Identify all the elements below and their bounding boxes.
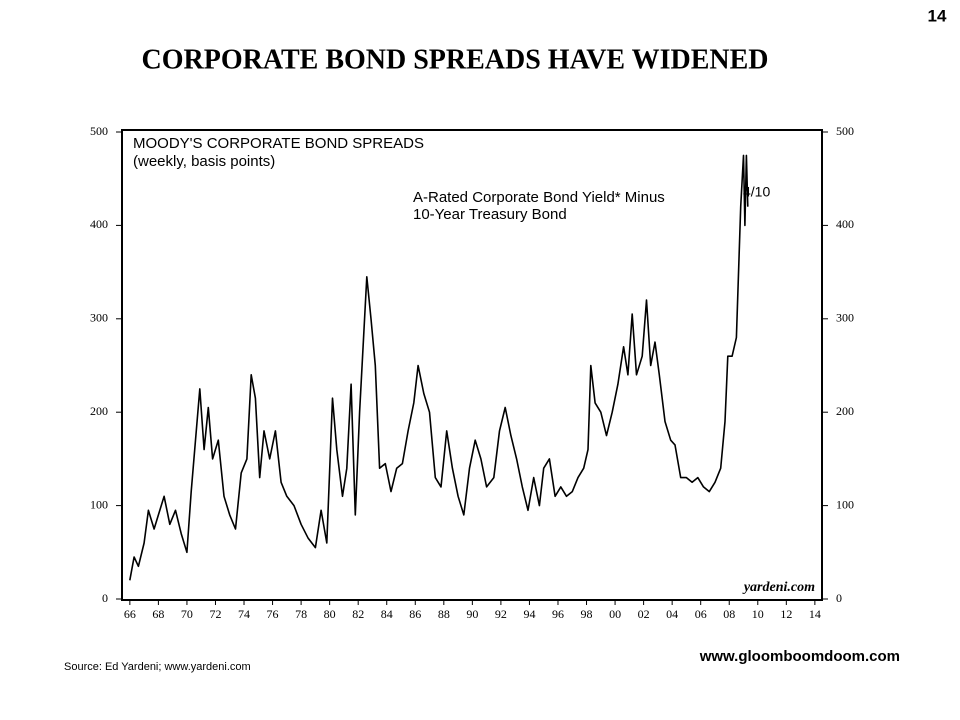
x-tick-label: 70 bbox=[181, 607, 193, 621]
y-tick-label: 100 bbox=[90, 497, 108, 511]
x-tick-label: 06 bbox=[695, 607, 707, 621]
x-tick-label: 86 bbox=[409, 607, 421, 621]
y2-tick-label: 500 bbox=[836, 124, 854, 138]
x-tick-label: 78 bbox=[295, 607, 307, 621]
watermark: yardeni.com bbox=[742, 580, 815, 595]
annotation: 10-Year Treasury Bond bbox=[413, 206, 567, 223]
x-tick-label: 66 bbox=[124, 607, 136, 621]
spread-line bbox=[129, 154, 749, 581]
chart-title: MOODY'S CORPORATE BOND SPREADS bbox=[133, 135, 424, 152]
website: www.gloomboomdoom.com bbox=[699, 648, 900, 665]
y-tick-label: 500 bbox=[90, 124, 108, 138]
x-tick-label: 90 bbox=[466, 607, 478, 621]
x-tick-label: 14 bbox=[809, 607, 821, 621]
x-tick-label: 80 bbox=[324, 607, 336, 621]
x-tick-label: 72 bbox=[209, 607, 221, 621]
x-tick-label: 94 bbox=[523, 607, 535, 621]
x-tick-label: 96 bbox=[552, 607, 564, 621]
y-tick-label: 200 bbox=[90, 404, 108, 418]
y2-tick-label: 400 bbox=[836, 217, 854, 231]
x-tick-label: 84 bbox=[381, 607, 393, 621]
y2-tick-label: 200 bbox=[836, 404, 854, 418]
y2-tick-label: 0 bbox=[836, 591, 842, 605]
y2-tick-label: 100 bbox=[836, 497, 854, 511]
x-tick-label: 88 bbox=[438, 607, 450, 621]
x-tick-label: 74 bbox=[238, 607, 250, 621]
x-tick-label: 02 bbox=[638, 607, 650, 621]
x-tick-label: 10 bbox=[752, 607, 764, 621]
x-tick-label: 82 bbox=[352, 607, 364, 621]
y2-tick-label: 300 bbox=[836, 311, 854, 325]
y-tick-label: 400 bbox=[90, 217, 108, 231]
x-tick-label: 12 bbox=[780, 607, 792, 621]
x-tick-label: 04 bbox=[666, 607, 678, 621]
x-tick-label: 76 bbox=[267, 607, 279, 621]
x-tick-label: 00 bbox=[609, 607, 621, 621]
page-number: 14 bbox=[928, 6, 947, 25]
y-tick-label: 0 bbox=[102, 591, 108, 605]
annotation: A-Rated Corporate Bond Yield* Minus bbox=[413, 189, 665, 206]
source: Source: Ed Yardeni; www.yardeni.com bbox=[64, 661, 251, 673]
chart-subtitle: (weekly, basis points) bbox=[133, 153, 275, 170]
annotation: 4/10 bbox=[743, 184, 770, 200]
x-tick-label: 98 bbox=[581, 607, 593, 621]
x-tick-label: 08 bbox=[723, 607, 735, 621]
x-tick-label: 92 bbox=[495, 607, 507, 621]
slide-title: CORPORATE BOND SPREADS HAVE WIDENED bbox=[142, 44, 769, 75]
x-tick-label: 68 bbox=[152, 607, 164, 621]
y-tick-label: 300 bbox=[90, 311, 108, 325]
